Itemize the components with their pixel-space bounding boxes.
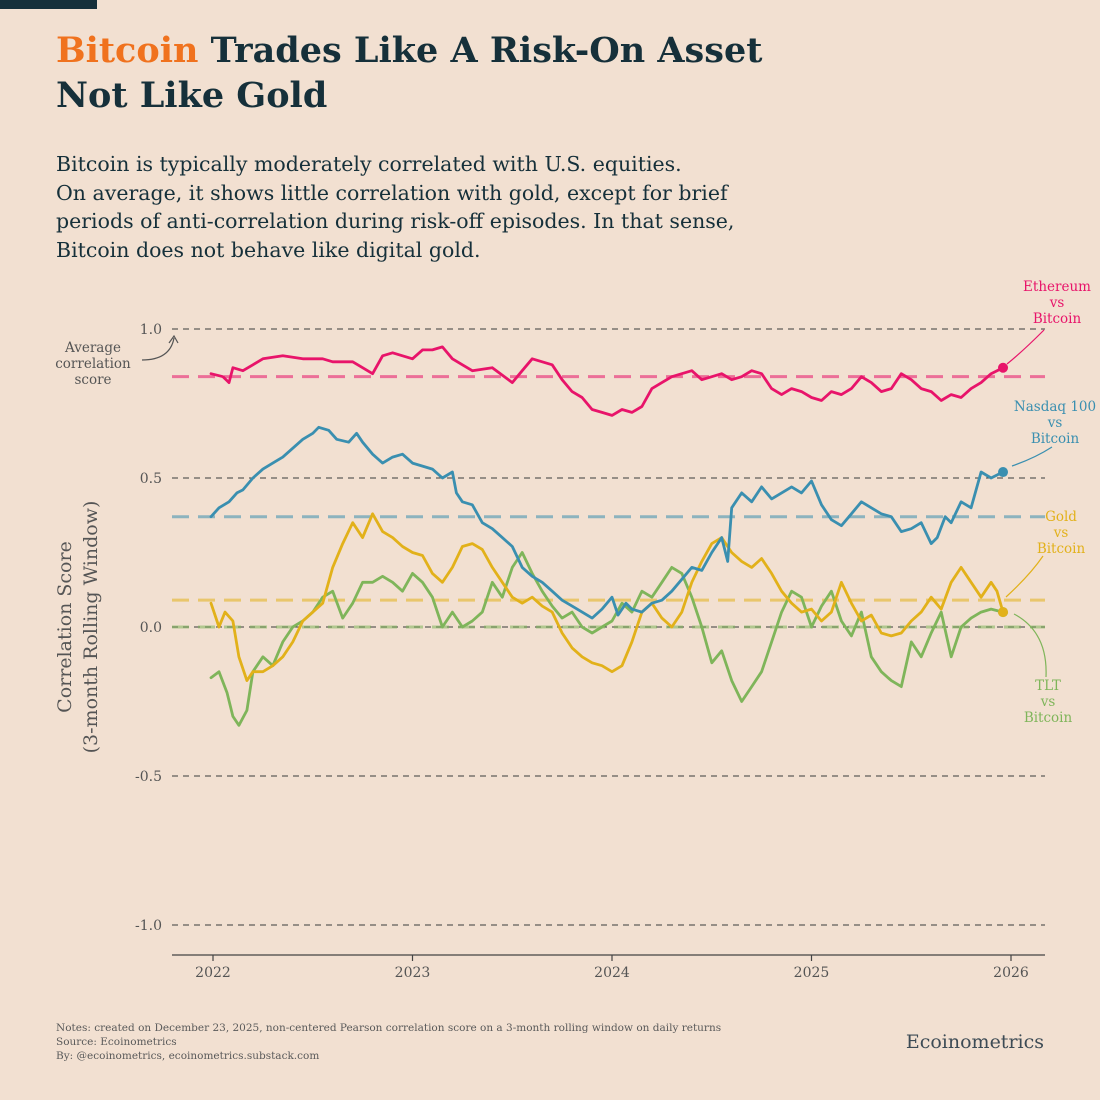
y-tick-label: -0.5	[135, 769, 162, 785]
series-label-arrow	[1005, 555, 1044, 598]
average-annotation: Average correlation score	[55, 340, 131, 388]
x-tick-label: 2024	[594, 965, 630, 981]
series-endpoint	[998, 362, 1009, 373]
series-label-arrow	[1011, 446, 1053, 467]
series-label: TLT vs Bitcoin	[1024, 678, 1073, 726]
series-lines	[209, 345, 1009, 727]
series-line	[209, 551, 1005, 727]
series-label-line: Nasdaq 100	[1014, 399, 1096, 415]
series-label-line: Gold	[1045, 509, 1077, 525]
x-tick-label: 2023	[395, 965, 431, 981]
series-line	[209, 345, 1005, 417]
subtitle-line: Bitcoin is typically moderately correlat…	[56, 152, 682, 176]
series-label-line: Bitcoin	[1037, 541, 1086, 557]
series-endpoint	[998, 467, 1009, 478]
series-label: Nasdaq 100 vs Bitcoin	[1014, 399, 1096, 447]
byline-text: By: @ecoinometrics, ecoinometrics.substa…	[56, 1050, 320, 1062]
x-tick-label: 2025	[794, 965, 830, 981]
average-annotation-arrowhead	[168, 334, 179, 344]
series-label-line: vs	[1053, 525, 1069, 541]
subtitle: Bitcoin is typically moderately correlat…	[56, 150, 956, 264]
y-tick-label: -1.0	[135, 918, 162, 934]
title-line-2: Not Like Gold	[56, 75, 328, 116]
y-tick-label: 1.0	[140, 322, 162, 338]
series-line	[209, 425, 1005, 620]
notes-text: Notes: created on December 23, 2025, non…	[56, 1022, 722, 1034]
series-label-line: Bitcoin	[1031, 431, 1080, 447]
x-axis	[172, 954, 1045, 961]
subtitle-line: periods of anti-correlation during risk-…	[56, 209, 735, 233]
series-label-arrow	[1006, 329, 1045, 365]
footer-notes: Notes: created on December 23, 2025, non…	[56, 1021, 721, 1063]
top-accent-bar	[0, 0, 97, 9]
series-endpoint	[998, 607, 1009, 618]
x-tick-label: 2022	[195, 965, 231, 981]
average-lines	[172, 375, 1045, 629]
average-annotation-arrow	[141, 337, 175, 361]
title-rest: Trades Like A Risk-On Asset	[198, 30, 763, 71]
title-accent: Bitcoin	[56, 30, 199, 71]
series-label: Gold vs Bitcoin	[1037, 509, 1086, 557]
subtitle-line: On average, it shows little correlation …	[56, 180, 728, 205]
series-label-line: Bitcoin	[1033, 311, 1082, 327]
y-tick-label: 0.5	[140, 471, 162, 487]
correlation-chart: 1.0 0.5 0.0 -0.5 -1.0 2022 2023 2024 2025 2026 Et…	[54, 279, 1096, 981]
page-title: Bitcoin Trades Like A Risk-On Asset Not …	[56, 28, 956, 118]
average-annotation-line: score	[74, 372, 111, 388]
series-label-line: TLT	[1035, 678, 1061, 694]
average-annotation-line: Average	[64, 340, 121, 356]
series-label-line: vs	[1040, 694, 1056, 710]
tick-labels: 1.0 0.5 0.0 -0.5 -1.0 2022 2023 2024 2025 2026	[135, 322, 1029, 981]
source-text: Source: Ecoinometrics	[56, 1036, 177, 1048]
series-label: Ethereum vs Bitcoin	[1023, 279, 1091, 327]
series-label-arrow	[1013, 613, 1047, 678]
series-line	[209, 512, 1005, 682]
subtitle-line: Bitcoin does not behave like digital gol…	[56, 237, 481, 262]
series-label-line: Bitcoin	[1024, 710, 1073, 726]
x-tick-label: 2026	[993, 965, 1029, 981]
y-axis-label-2: (3-month Rolling Window)	[80, 501, 102, 754]
series-label-line: vs	[1047, 415, 1063, 431]
y-tick-label: 0.0	[140, 620, 162, 636]
brand-logo-text: Ecoinometrics	[905, 1031, 1044, 1053]
y-axis-label: Correlation Score	[54, 541, 76, 713]
average-annotation-line: correlation	[55, 356, 131, 372]
series-label-line: vs	[1049, 295, 1065, 311]
series-label-line: Ethereum	[1023, 279, 1091, 295]
